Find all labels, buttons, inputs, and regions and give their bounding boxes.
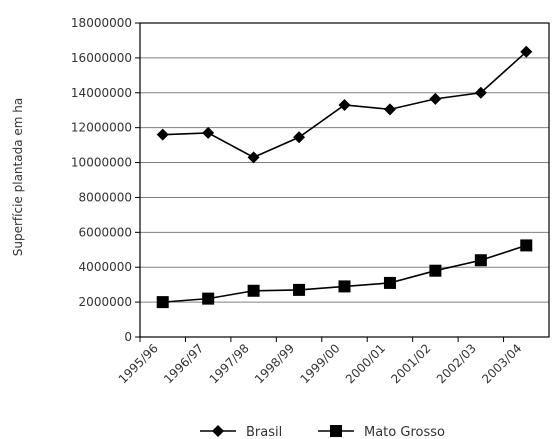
legend-label: Brasil <box>246 425 282 439</box>
y-tick-label: 4000000 <box>79 260 132 274</box>
y-axis-label: Superfície plantada em ha <box>11 98 25 256</box>
x-tick-label: 2000/01 <box>343 341 388 386</box>
series-1 <box>156 45 533 164</box>
series-line <box>162 244 527 303</box>
x-tick-label: 2001/02 <box>388 341 433 386</box>
series-group <box>156 45 533 309</box>
y-tick-label: 18000000 <box>71 16 132 30</box>
legend: Brasil Mato Grosso <box>200 425 445 439</box>
data-point <box>520 45 533 58</box>
data-point <box>202 126 215 139</box>
y-tick-label: 10000000 <box>71 156 132 170</box>
series-2 <box>156 239 533 309</box>
data-point <box>293 131 306 144</box>
legend-label: Mato Grosso <box>364 425 445 439</box>
data-point <box>520 239 533 252</box>
data-point <box>293 283 306 296</box>
x-tick-label: 1998/99 <box>252 341 297 386</box>
data-point <box>383 276 396 289</box>
legend-marker <box>330 425 342 437</box>
legend-item: Brasil <box>200 425 282 439</box>
x-tick-labels: 1995/96 1996/97 1997/98 1998/99 1999/00 2000/… <box>116 341 525 386</box>
data-point <box>429 264 442 277</box>
y-tick-label: 14000000 <box>71 86 132 100</box>
legend-item: Mato Grosso <box>318 425 445 439</box>
y-tick-label: 8000000 <box>79 190 132 204</box>
x-tick-label: 2002/03 <box>434 341 479 386</box>
y-tick-label: 12000000 <box>71 121 132 135</box>
axes <box>139 22 550 342</box>
data-point <box>202 292 215 305</box>
data-point <box>474 86 487 99</box>
data-point <box>156 128 169 141</box>
data-point <box>338 98 351 111</box>
x-tick-label: 1995/96 <box>116 341 161 386</box>
data-point <box>338 280 351 293</box>
data-point <box>383 103 396 116</box>
data-point <box>429 92 442 105</box>
data-point <box>247 284 260 297</box>
x-tick-label: 1996/97 <box>161 341 206 386</box>
x-tick-label: 1999/00 <box>297 341 342 386</box>
y-tick-labels: 0 2000000 4000000 6000000 8000000 10000000 120… <box>71 16 132 344</box>
y-tick-label: 16000000 <box>71 51 132 65</box>
data-point <box>474 254 487 267</box>
x-tick-label: 1997/98 <box>207 341 252 386</box>
y-tick-label: 6000000 <box>79 225 132 239</box>
data-point <box>247 151 260 164</box>
y-tick-label: 0 <box>124 330 132 344</box>
y-tick-label: 2000000 <box>79 295 132 309</box>
plot-area-border <box>139 22 550 338</box>
data-point <box>156 296 169 309</box>
x-tick-label: 2003/04 <box>479 341 524 386</box>
legend-marker <box>212 425 224 437</box>
